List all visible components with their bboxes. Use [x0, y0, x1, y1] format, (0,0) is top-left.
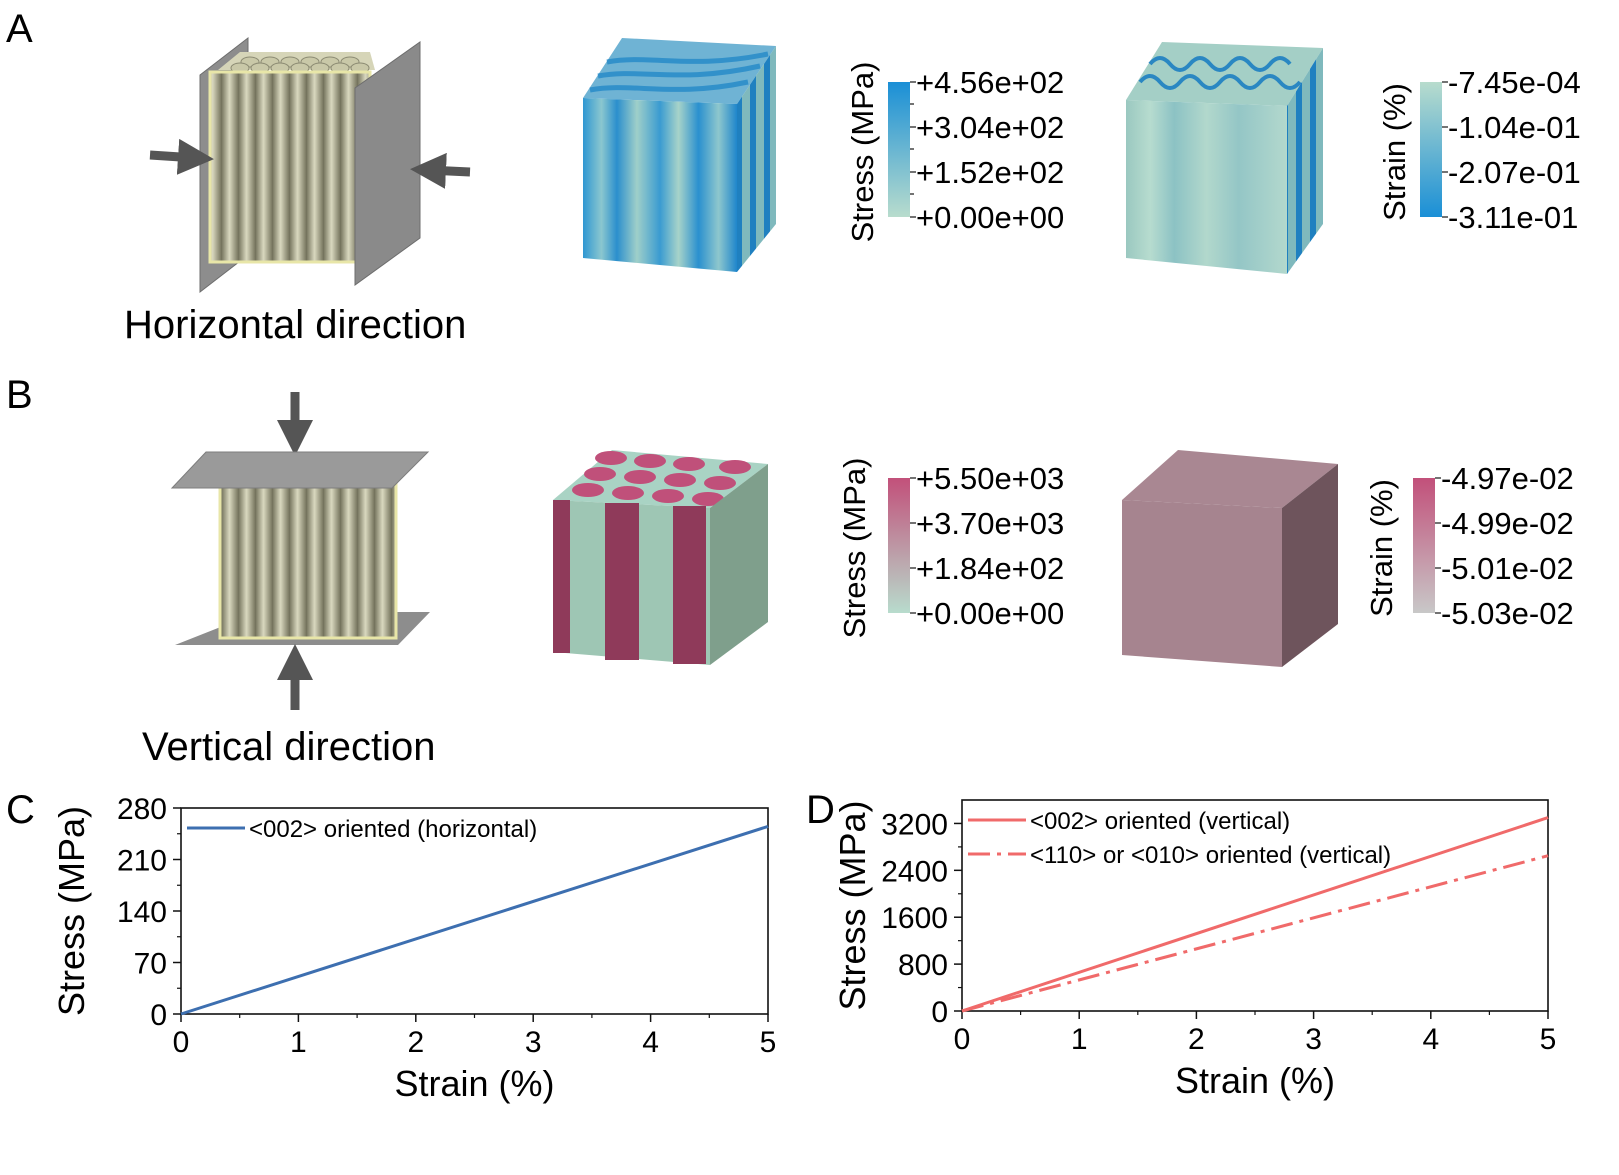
colorbar-b-stress-gradient [888, 478, 910, 613]
y-axis-label: Stress (MPa) [51, 806, 92, 1016]
colorbar-a-strain: Strain (%) -7.45e-04 -1.04e-01 -2.07e-01… [1377, 65, 1581, 235]
colorbar-a-stress-tick: +1.52e+02 [916, 155, 1064, 190]
x-tick-label: 4 [1422, 1023, 1439, 1056]
panel-letter-c: C [6, 788, 35, 832]
x-axis-label: Strain (%) [1175, 1060, 1335, 1101]
caption-vertical: Vertical direction [142, 725, 435, 769]
legend-label: <002> oriented (vertical) [1030, 808, 1290, 835]
caption-horizontal: Horizontal direction [124, 303, 466, 347]
colorbar-b-stress: Stress (MPa) +5.50e+03 +3.70e+03 +1.84e+… [837, 458, 1064, 639]
cube-a-stress [583, 38, 776, 272]
colorbar-b-strain: Strain (%) -4.97e-02 -4.99e-02 -5.01e-02… [1364, 461, 1574, 631]
y-tick-label: 140 [117, 896, 167, 929]
colorbar-a-stress: Stress (MPa) +4.56e+02 +3.04e+02 +1.52e+… [845, 62, 1064, 243]
series-line [180, 824, 769, 1016]
cube-a-strain [1126, 42, 1323, 274]
colorbar-a-strain-tick: -1.04e-01 [1448, 110, 1581, 145]
colorbar-a-stress-tick: +4.56e+02 [916, 65, 1064, 100]
chart-c: 0 1 2 3 4 5 0 70 140 210 280 Strain (%) Stress (MPa)… [51, 793, 776, 1104]
colorbar-b-strain-tick: -5.01e-02 [1441, 551, 1574, 586]
colorbar-a-strain-gradient [1420, 82, 1442, 217]
x-tick-label: 2 [1188, 1023, 1205, 1056]
x-tick-label: 5 [1540, 1023, 1557, 1056]
y-tick-label: 70 [134, 948, 167, 981]
x-tick-label: 0 [173, 1026, 190, 1059]
x-tick-label: 1 [1071, 1023, 1088, 1056]
horizontal-model [149, 36, 471, 294]
series-line [961, 816, 1549, 1013]
y-tick-label: 3200 [881, 808, 948, 841]
colorbar-a-stress-gradient [888, 82, 910, 217]
colorbar-b-strain-tick: -5.03e-02 [1441, 596, 1574, 631]
y-tick-label: 2400 [881, 855, 948, 888]
legend-label: <110> or <010> oriented (vertical) [1030, 842, 1391, 869]
panel-letter-d: D [806, 788, 835, 832]
chart-d: 0 1 2 3 4 5 0 800 1600 2400 3200 Strain (%) Stress (… [832, 799, 1557, 1101]
x-tick-label: 3 [1305, 1023, 1322, 1056]
colorbar-a-strain-tick: -2.07e-01 [1448, 155, 1581, 190]
y-tick-label: 280 [117, 793, 167, 826]
panel-letter-b: B [6, 373, 33, 417]
cube-b-stress [553, 450, 768, 665]
y-tick-label: 1600 [881, 902, 948, 935]
colorbar-a-stress-label: Stress (MPa) [845, 62, 880, 243]
y-tick-label: 800 [898, 949, 948, 982]
colorbar-b-stress-tick: +3.70e+03 [916, 506, 1064, 541]
legend-label: <002> oriented (horizontal) [249, 816, 537, 843]
series-line [961, 854, 1549, 1013]
x-tick-label: 4 [642, 1026, 659, 1059]
colorbar-a-strain-label: Strain (%) [1377, 83, 1412, 221]
panel-letter-a: A [6, 7, 33, 51]
y-tick-label: 0 [150, 999, 167, 1032]
colorbar-a-strain-tick: -3.11e-01 [1448, 200, 1578, 235]
colorbar-b-stress-label: Stress (MPa) [837, 458, 872, 639]
colorbar-a-stress-tick: +0.00e+00 [916, 200, 1064, 235]
colorbar-b-strain-gradient [1413, 478, 1435, 613]
colorbar-b-stress-tick: +0.00e+00 [916, 596, 1064, 631]
colorbar-b-strain-tick: -4.97e-02 [1441, 461, 1574, 496]
x-axis-label: Strain (%) [394, 1063, 554, 1104]
y-tick-label: 210 [117, 845, 167, 878]
x-tick-label: 3 [525, 1026, 542, 1059]
y-axis-label: Stress (MPa) [832, 800, 873, 1010]
x-tick-label: 2 [407, 1026, 424, 1059]
cube-b-strain [1122, 450, 1338, 667]
colorbar-a-stress-tick: +3.04e+02 [916, 110, 1064, 145]
y-tick-label: 0 [931, 996, 948, 1029]
vertical-model [170, 392, 430, 710]
x-tick-label: 5 [760, 1026, 777, 1059]
x-tick-label: 1 [290, 1026, 307, 1059]
colorbar-b-strain-tick: -4.99e-02 [1441, 506, 1574, 541]
colorbar-b-stress-tick: +5.50e+03 [916, 461, 1064, 496]
colorbar-a-strain-tick: -7.45e-04 [1448, 65, 1581, 100]
colorbar-b-strain-label: Strain (%) [1364, 479, 1399, 617]
colorbar-b-stress-tick: +1.84e+02 [916, 551, 1064, 586]
x-tick-label: 0 [954, 1023, 971, 1056]
